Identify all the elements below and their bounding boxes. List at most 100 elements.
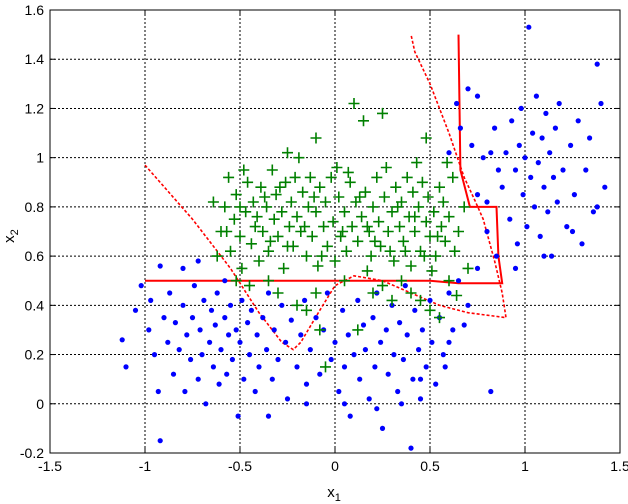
- data-point-dot: [195, 258, 201, 264]
- data-point-plus: [369, 235, 381, 247]
- data-point-plus: [245, 238, 257, 250]
- data-point-dot: [429, 339, 435, 345]
- data-point-dot: [499, 184, 505, 190]
- data-point-dot: [252, 388, 258, 395]
- data-point-plus: [453, 226, 464, 237]
- data-point-dot: [148, 297, 154, 303]
- data-point-plus: [310, 206, 322, 218]
- data-point-dot: [188, 356, 194, 363]
- data-point-plus: [255, 181, 267, 193]
- data-point-dot: [374, 406, 380, 412]
- data-point-plus: [439, 235, 451, 247]
- x-tick-label: -0.5: [228, 458, 252, 474]
- data-point-dot: [170, 371, 177, 377]
- data-point-dot: [397, 320, 403, 326]
- data-point-plus: [264, 235, 276, 247]
- data-point-plus: [244, 280, 255, 292]
- y-axis-label: x2: [1, 229, 21, 243]
- data-point-plus: [390, 181, 402, 193]
- x-tick-label: 1.5: [610, 458, 628, 474]
- data-point-plus: [283, 221, 295, 233]
- data-point-dot: [245, 320, 251, 326]
- data-point-dot: [341, 401, 348, 407]
- data-point-dot: [157, 438, 163, 444]
- data-point-dot: [210, 364, 216, 370]
- data-point-dot: [378, 339, 384, 345]
- data-point-dot: [288, 317, 294, 323]
- data-point-dot: [543, 110, 549, 116]
- data-point-dot: [254, 332, 260, 338]
- data-point-dot: [379, 425, 386, 431]
- data-point-plus: [424, 304, 436, 316]
- data-point-dot: [455, 278, 462, 284]
- data-point-plus: [365, 250, 377, 262]
- data-point-plus: [280, 176, 292, 188]
- data-point-plus: [377, 107, 388, 119]
- data-point-dot: [366, 396, 372, 402]
- data-point-plus: [367, 287, 379, 299]
- data-point-plus: [367, 201, 379, 213]
- data-point-dot: [212, 322, 218, 328]
- data-point-plus: [306, 230, 318, 242]
- data-point-dot: [307, 347, 313, 353]
- data-point-plus: [285, 196, 297, 208]
- data-point-dot: [216, 381, 222, 387]
- x-tick-label: -1: [139, 458, 152, 474]
- data-point-dot: [235, 413, 241, 419]
- data-point-plus: [420, 132, 432, 144]
- data-point-dot: [419, 327, 425, 333]
- data-point-dot: [450, 327, 456, 333]
- data-point-dot: [446, 150, 452, 156]
- data-point-dot: [227, 302, 234, 308]
- data-point-dot: [241, 376, 247, 382]
- data-point-plus: [333, 191, 345, 203]
- data-point-plus: [392, 201, 404, 213]
- data-point-plus: [339, 275, 350, 287]
- data-point-plus: [416, 176, 428, 188]
- data-point-dot: [264, 347, 270, 353]
- y-tick-label: 0.8: [25, 199, 45, 215]
- data-point-plus: [371, 171, 383, 183]
- data-point-dot: [391, 352, 397, 358]
- data-point-dot: [138, 283, 144, 289]
- data-point-plus: [282, 240, 293, 252]
- data-point-dot: [465, 302, 471, 308]
- data-point-dot: [161, 315, 167, 321]
- data-point-plus: [413, 201, 425, 213]
- data-point-plus: [361, 221, 373, 233]
- data-point-plus: [377, 280, 388, 292]
- data-point-plus: [308, 191, 320, 203]
- data-point-dot: [317, 371, 323, 377]
- data-point-plus: [434, 312, 445, 324]
- data-point-dot: [260, 315, 266, 321]
- boundary-dashed: [144, 34, 507, 351]
- data-point-dot: [237, 339, 243, 345]
- y-tick-label: 0: [36, 396, 44, 412]
- data-point-dot: [340, 307, 346, 313]
- data-point-dot: [442, 364, 448, 370]
- data-point-plus: [274, 181, 286, 193]
- data-point-dot: [410, 376, 416, 382]
- data-point-plus: [340, 245, 352, 257]
- y-tick-label: 1.2: [25, 100, 45, 116]
- data-point-dot: [474, 93, 481, 99]
- data-point-dot: [461, 322, 467, 328]
- data-point-dot: [132, 307, 139, 313]
- data-point-dot: [229, 356, 235, 363]
- data-point-dot: [345, 332, 351, 338]
- data-point-plus: [259, 191, 271, 203]
- data-point-plus: [443, 211, 455, 223]
- data-point-plus: [407, 186, 419, 198]
- data-point-plus: [249, 221, 261, 233]
- data-point-dot: [362, 347, 368, 353]
- data-point-plus: [375, 240, 387, 252]
- data-point-plus: [358, 115, 369, 127]
- data-point-plus: [312, 260, 324, 272]
- data-point-plus: [318, 221, 330, 233]
- data-point-dot: [332, 339, 338, 345]
- data-point-plus: [380, 162, 392, 173]
- data-point-plus: [221, 226, 233, 237]
- data-point-dot: [533, 93, 540, 99]
- data-point-dot: [294, 364, 300, 370]
- data-point-plus: [382, 226, 394, 237]
